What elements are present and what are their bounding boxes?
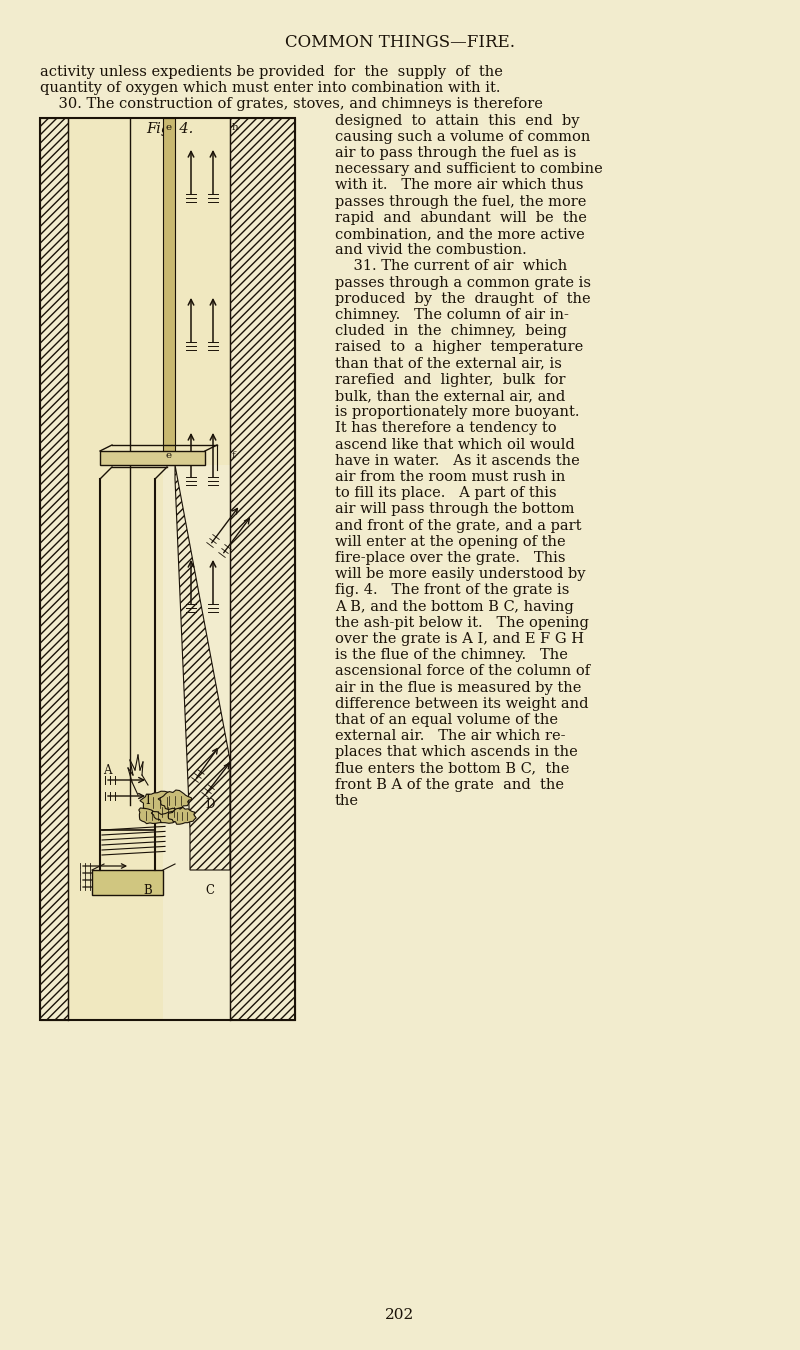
Bar bbox=[100, 451, 205, 464]
Text: with it.   The more air which thus: with it. The more air which thus bbox=[335, 178, 583, 193]
Text: cluded  in  the  chimney,  being: cluded in the chimney, being bbox=[335, 324, 567, 339]
Text: flue enters the bottom B C,  the: flue enters the bottom B C, the bbox=[335, 761, 570, 776]
Text: front B A of the grate  and  the: front B A of the grate and the bbox=[335, 778, 564, 792]
Polygon shape bbox=[151, 802, 185, 824]
Bar bbox=[175, 117, 230, 464]
Text: chimney.   The column of air in-: chimney. The column of air in- bbox=[335, 308, 569, 323]
Text: quantity of oxygen which must enter into combination with it.: quantity of oxygen which must enter into… bbox=[40, 81, 501, 96]
Text: will be more easily understood by: will be more easily understood by bbox=[335, 567, 586, 582]
Text: air in the flue is measured by the: air in the flue is measured by the bbox=[335, 680, 582, 695]
Bar bbox=[163, 117, 175, 464]
Bar bbox=[230, 117, 295, 1021]
Text: and front of the grate, and a part: and front of the grate, and a part bbox=[335, 518, 582, 533]
Text: and vivid the combustion.: and vivid the combustion. bbox=[335, 243, 526, 258]
Text: air to pass through the fuel as is: air to pass through the fuel as is bbox=[335, 146, 576, 161]
Bar bbox=[40, 117, 68, 1021]
Text: e: e bbox=[165, 123, 171, 132]
Polygon shape bbox=[139, 805, 167, 823]
Text: f: f bbox=[232, 451, 236, 460]
Text: the ash-pit below it.   The opening: the ash-pit below it. The opening bbox=[335, 616, 589, 630]
Text: It has therefore a tendency to: It has therefore a tendency to bbox=[335, 421, 557, 436]
Polygon shape bbox=[158, 790, 191, 810]
Text: difference between its weight and: difference between its weight and bbox=[335, 697, 589, 711]
Bar bbox=[40, 117, 295, 1021]
Text: e: e bbox=[165, 451, 171, 460]
Text: 30. The construction of grates, stoves, and chimneys is therefore: 30. The construction of grates, stoves, … bbox=[40, 97, 543, 112]
Text: activity unless expedients be provided  for  the  supply  of  the: activity unless expedients be provided f… bbox=[40, 65, 503, 80]
Text: passes through a common grate is: passes through a common grate is bbox=[335, 275, 591, 290]
Text: ascensional force of the column of: ascensional force of the column of bbox=[335, 664, 590, 679]
Polygon shape bbox=[168, 807, 196, 825]
Text: I: I bbox=[146, 794, 150, 806]
Text: COMMON THINGS—FIRE.: COMMON THINGS—FIRE. bbox=[285, 34, 515, 51]
Text: passes through the fuel, the more: passes through the fuel, the more bbox=[335, 194, 586, 209]
Text: necessary and sufficient to combine: necessary and sufficient to combine bbox=[335, 162, 602, 177]
Text: B: B bbox=[144, 883, 152, 896]
Text: A: A bbox=[102, 764, 111, 776]
Text: fire-place over the grate.   This: fire-place over the grate. This bbox=[335, 551, 566, 566]
Text: will enter at the opening of the: will enter at the opening of the bbox=[335, 535, 566, 549]
Bar bbox=[68, 117, 163, 1021]
Text: designed  to  attain  this  end  by: designed to attain this end by bbox=[335, 113, 579, 128]
Text: air will pass through the bottom: air will pass through the bottom bbox=[335, 502, 574, 517]
Text: causing such a volume of common: causing such a volume of common bbox=[335, 130, 590, 144]
Text: 202: 202 bbox=[386, 1308, 414, 1322]
Text: ascend like that which oil would: ascend like that which oil would bbox=[335, 437, 574, 452]
Text: combination, and the more active: combination, and the more active bbox=[335, 227, 585, 242]
Text: h: h bbox=[232, 123, 238, 132]
Text: over the grate is A I, and E F G H: over the grate is A I, and E F G H bbox=[335, 632, 584, 647]
Bar bbox=[92, 869, 163, 895]
Text: Fig. 4.: Fig. 4. bbox=[146, 122, 194, 135]
Text: than that of the external air, is: than that of the external air, is bbox=[335, 356, 562, 371]
Text: produced  by  the  draught  of  the: produced by the draught of the bbox=[335, 292, 590, 306]
Text: the: the bbox=[335, 794, 359, 809]
Text: C: C bbox=[206, 883, 214, 896]
Text: bulk, than the external air, and: bulk, than the external air, and bbox=[335, 389, 566, 404]
Text: places that which ascends in the: places that which ascends in the bbox=[335, 745, 578, 760]
Text: 31. The current of air  which: 31. The current of air which bbox=[335, 259, 567, 274]
Text: fig. 4.   The front of the grate is: fig. 4. The front of the grate is bbox=[335, 583, 570, 598]
Text: that of an equal volume of the: that of an equal volume of the bbox=[335, 713, 558, 728]
Text: external air.   The air which re-: external air. The air which re- bbox=[335, 729, 566, 744]
Text: rapid  and  abundant  will  be  the: rapid and abundant will be the bbox=[335, 211, 587, 225]
Polygon shape bbox=[140, 791, 180, 814]
Text: air from the room must rush in: air from the room must rush in bbox=[335, 470, 566, 485]
Text: to fill its place.   A part of this: to fill its place. A part of this bbox=[335, 486, 557, 501]
Text: A B, and the bottom B C, having: A B, and the bottom B C, having bbox=[335, 599, 574, 614]
Text: rarefied  and  lighter,  bulk  for: rarefied and lighter, bulk for bbox=[335, 373, 566, 387]
Text: D: D bbox=[206, 798, 214, 811]
Text: have in water.   As it ascends the: have in water. As it ascends the bbox=[335, 454, 580, 468]
Polygon shape bbox=[175, 464, 230, 869]
Text: is proportionately more buoyant.: is proportionately more buoyant. bbox=[335, 405, 579, 420]
Text: raised  to  a  higher  temperature: raised to a higher temperature bbox=[335, 340, 583, 355]
Text: is the flue of the chimney.   The: is the flue of the chimney. The bbox=[335, 648, 568, 663]
